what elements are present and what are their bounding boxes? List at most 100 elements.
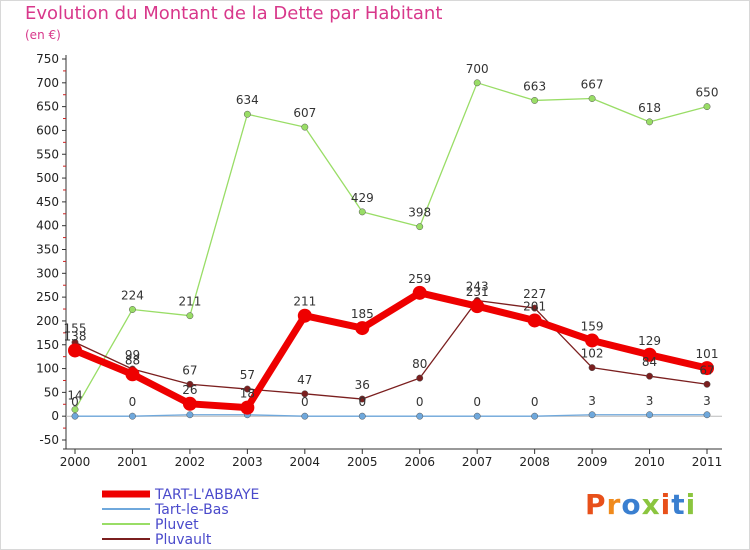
data-label: 398 [408, 206, 431, 220]
data-point [68, 343, 82, 358]
y-tick-label: 550 [36, 147, 59, 161]
data-label: 634 [236, 93, 259, 107]
data-label: 14 [67, 389, 82, 403]
data-label: 667 [581, 78, 604, 92]
data-label: 211 [293, 295, 316, 309]
x-tick-label: 2005 [347, 455, 378, 469]
legend-label: TART-L'ABBAYE [154, 487, 259, 503]
data-label: 84 [642, 355, 657, 369]
data-point [71, 406, 79, 413]
x-tick-label: 2003 [232, 455, 263, 469]
data-point [588, 364, 596, 372]
data-label: 650 [696, 86, 719, 100]
series-line-0 [71, 289, 711, 412]
data-label: 0 [358, 395, 366, 409]
data-point [473, 79, 481, 87]
data-label: 129 [638, 334, 661, 348]
data-label: 26 [182, 383, 197, 397]
x-tick-label: 2001 [117, 455, 148, 469]
data-point [531, 412, 539, 420]
x-tick-label: 2000 [60, 455, 91, 469]
logo-letter: t [671, 488, 686, 521]
series-line-2 [74, 82, 708, 411]
x-tick-label: 2002 [175, 455, 206, 469]
data-label: 185 [351, 307, 374, 321]
x-tick-label: 2004 [290, 455, 321, 469]
data-point [301, 123, 309, 131]
data-label: 259 [408, 272, 431, 286]
data-label: 0 [531, 395, 539, 409]
data-label: 607 [293, 106, 316, 120]
data-point [297, 308, 312, 323]
data-label: 201 [523, 299, 546, 313]
data-point [646, 372, 653, 380]
data-label: 700 [466, 62, 489, 76]
data-label: 67 [182, 363, 197, 377]
logo-letter: r [606, 488, 622, 521]
data-point [585, 333, 600, 348]
y-tick-label: 400 [36, 219, 59, 233]
series-line-1 [74, 414, 708, 417]
legend-label: Tart-le-Bas [154, 502, 229, 518]
data-label: 243 [466, 279, 489, 293]
data-point [358, 395, 366, 403]
y-tick-label: 200 [36, 314, 59, 328]
data-point [646, 118, 653, 126]
data-point [416, 223, 424, 231]
y-tick-label: 500 [36, 171, 59, 185]
y-tick-label: 100 [36, 362, 59, 376]
data-label: 102 [581, 347, 604, 361]
logo-letter: x [641, 488, 661, 521]
x-tick-label: 2009 [577, 455, 608, 469]
data-label: 3 [646, 394, 654, 408]
data-labels: 14 224 211 634 607 429 398 700 663 667 618 650 155 99… [64, 62, 719, 409]
data-label: 0 [71, 395, 79, 409]
data-label: 0 [473, 395, 481, 409]
legend-label: Pluvet [155, 517, 199, 533]
data-point [358, 208, 366, 216]
y-tick-label: -50 [39, 433, 59, 447]
y-tick-label: 150 [36, 338, 59, 352]
data-point [358, 412, 366, 420]
data-point [588, 411, 596, 419]
data-label: 36 [355, 378, 370, 392]
y-tick-label: 0 [51, 409, 59, 423]
data-label: 3 [703, 394, 711, 408]
data-point [416, 374, 424, 382]
data-label: 0 [129, 395, 137, 409]
logo-letter: i [660, 488, 672, 521]
data-label: 155 [64, 321, 87, 335]
y-tick-label: 350 [36, 243, 59, 257]
axes: -500501001502002503003504004505005506006… [36, 52, 722, 469]
data-point [129, 412, 136, 420]
data-label: 101 [696, 347, 719, 361]
data-point [125, 367, 140, 382]
data-point [470, 299, 485, 314]
data-point [243, 385, 251, 393]
data-point [642, 347, 657, 362]
y-tick-label: 600 [36, 123, 59, 137]
x-tick-label: 2008 [519, 455, 550, 469]
data-point [416, 412, 424, 420]
data-label: 57 [240, 368, 255, 382]
data-label: 18 [240, 387, 255, 401]
y-tick-label: 750 [36, 52, 59, 66]
data-label: 80 [412, 357, 427, 371]
y-tick-label: 250 [36, 290, 59, 304]
data-point [355, 321, 370, 336]
logo-letter: P [585, 488, 607, 521]
data-label: 99 [125, 348, 140, 362]
data-point [473, 412, 481, 420]
chart-subtitle: (en €) [25, 28, 61, 42]
data-point [240, 400, 255, 415]
data-label: 224 [121, 289, 144, 303]
series-line-3 [74, 299, 708, 400]
data-point [646, 411, 653, 419]
data-point [703, 380, 711, 388]
data-point [412, 285, 427, 300]
data-label: 3 [588, 394, 596, 408]
data-point [301, 412, 309, 420]
data-label: 0 [301, 395, 309, 409]
